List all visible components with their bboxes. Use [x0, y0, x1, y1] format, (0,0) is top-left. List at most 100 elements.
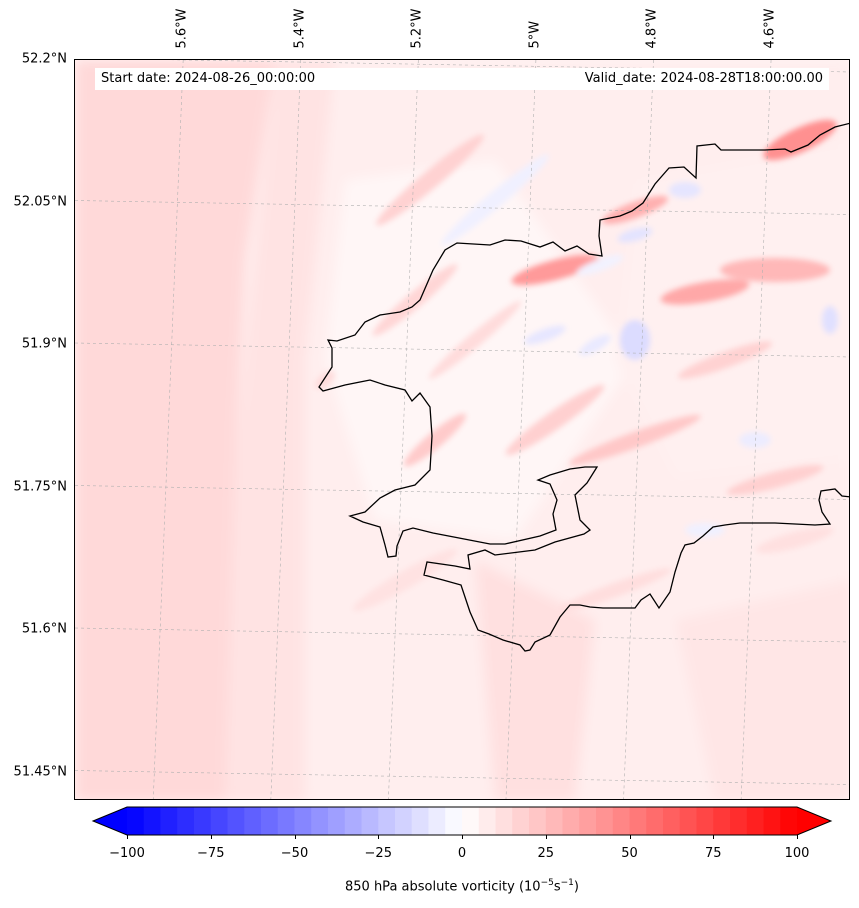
meridian-line [270, 60, 302, 799]
colorbar-label-prefix: 850 hPa absolute vorticity (10 [345, 879, 541, 895]
longitude-tick-label: 5.4°W [292, 8, 308, 56]
colorbar-segment [227, 807, 245, 835]
colorbar-label: 850 hPa absolute vorticity (10−5s−1) [0, 878, 859, 894]
colorbar-segment [277, 807, 296, 835]
colorbar-segment [730, 807, 748, 835]
colorbar-label-exp1: −5 [540, 878, 554, 888]
colorbar-segment [261, 807, 279, 835]
longitude-tick-text: 5.4°W [292, 8, 308, 49]
colorbar-extend-min [93, 807, 127, 835]
coastline [318, 122, 849, 652]
colorbar-segment [596, 807, 614, 835]
vorticity-field-map: Start date: 2024-08-26_00:00:00 Valid_da… [75, 60, 849, 799]
colorbar-tick-label: 50 [621, 846, 638, 861]
colorbar-segment [210, 807, 229, 835]
colorbar-tick-mark [629, 835, 631, 839]
meridian-line [740, 60, 772, 799]
colorbar-tick-label: 0 [457, 846, 467, 861]
colorbar-segment [696, 807, 714, 835]
longitude-tick-text: 4.6°W [762, 8, 778, 49]
valid-date-label: Valid_date: 2024-08-28T18:00:00.00 [584, 71, 823, 86]
colorbar-tick-label: −50 [280, 846, 309, 861]
colorbar-segment [713, 807, 731, 835]
longitude-tick-text: 5°W [527, 20, 543, 49]
colorbar-tick-label: −25 [364, 846, 392, 861]
colorbar-segment [512, 807, 530, 835]
colorbar-segment [361, 807, 379, 835]
start-date-label: Start date: 2024-08-26_00:00:00 [101, 71, 316, 86]
map-plot-area: Start date: 2024-08-26_00:00:00 Valid_da… [74, 59, 850, 800]
longitude-tick-label: 5°W [527, 8, 543, 56]
colorbar-segment [294, 807, 312, 835]
colorbar-segment [428, 807, 446, 835]
colorbar-segment [679, 807, 698, 835]
colorbar-segment [244, 807, 262, 835]
longitude-tick-text: 4.8°W [644, 8, 660, 49]
longitude-tick-text: 5.6°W [174, 8, 190, 49]
colorbar-segment [545, 807, 564, 835]
colorbar-tick-mark [294, 835, 296, 839]
colorbar-tick-mark [797, 835, 798, 839]
colorbar-segment [378, 807, 396, 835]
colorbar-label-exp2: −1 [560, 878, 574, 888]
meridian-line [152, 60, 184, 799]
colorbar-tick-label: 100 [784, 846, 810, 861]
colorbar-tick-label: 25 [537, 846, 555, 861]
date-info-box: Start date: 2024-08-26_00:00:00 Valid_da… [95, 68, 829, 90]
colorbar-segment [579, 807, 597, 835]
vorticity-background [75, 60, 849, 799]
longitude-tick-text: 5.2°W [409, 8, 425, 49]
gridlines [75, 60, 849, 799]
colorbar-segment [495, 807, 513, 835]
colorbar-segment [344, 807, 363, 835]
colorbar-segment [311, 807, 329, 835]
colorbar-segment [646, 807, 664, 835]
colorbar-segment [478, 807, 497, 835]
colorbar-segment [127, 807, 145, 835]
colorbar-tick-mark [210, 835, 212, 839]
vorticity-streaks [315, 119, 838, 612]
colorbar-tick-mark [545, 835, 547, 839]
colorbar-segment [160, 807, 178, 835]
meridian-line [505, 60, 537, 799]
colorbar [91, 806, 833, 836]
colorbar-segment [194, 807, 212, 835]
colorbar-extend-max [797, 807, 831, 835]
colorbar-label-mid: s [553, 879, 561, 895]
latitude-tick-label: 51.9°N [21, 336, 67, 352]
colorbar-segment [663, 807, 681, 835]
latitude-tick-label: 52.05°N [13, 194, 67, 209]
latitude-tick-label: 51.45°N [13, 764, 67, 779]
colorbar-tick-label: −75 [197, 846, 225, 861]
colorbar-tick-mark [378, 835, 380, 839]
colorbar-label-suffix: ) [573, 879, 579, 895]
colorbar-segment [629, 807, 647, 835]
colorbar-tick-label: −100 [109, 846, 145, 861]
colorbar-tick-mark [462, 835, 463, 839]
colorbar-segment [395, 807, 413, 835]
colorbar-segment [445, 807, 463, 835]
colorbar-segment [763, 807, 781, 835]
meridian-line [623, 60, 654, 799]
colorbar-segment [177, 807, 195, 835]
colorbar-segment [411, 807, 430, 835]
latitude-tick-label: 52.2°N [21, 51, 67, 67]
latitude-tick-label: 51.6°N [21, 621, 67, 637]
colorbar-segment [529, 807, 547, 835]
colorbar-segment [562, 807, 580, 835]
colorbar-tick-mark [127, 835, 128, 839]
longitude-tick-label: 5.2°W [409, 8, 425, 56]
longitude-tick-label: 4.6°W [762, 8, 778, 56]
colorbar-segment [780, 807, 798, 835]
colorbar-segment [612, 807, 631, 835]
colorbar-segment [143, 807, 162, 835]
longitude-tick-label: 5.6°W [174, 8, 190, 56]
colorbar-segment [328, 807, 346, 835]
colorbar-tick-label: 75 [704, 846, 722, 861]
latitude-tick-label: 51.75°N [13, 479, 67, 494]
colorbar-segment [746, 807, 765, 835]
colorbar-segment [462, 807, 480, 835]
longitude-tick-label: 4.8°W [644, 8, 660, 56]
meridian-line [388, 60, 419, 799]
colorbar-tick-mark [713, 835, 715, 839]
